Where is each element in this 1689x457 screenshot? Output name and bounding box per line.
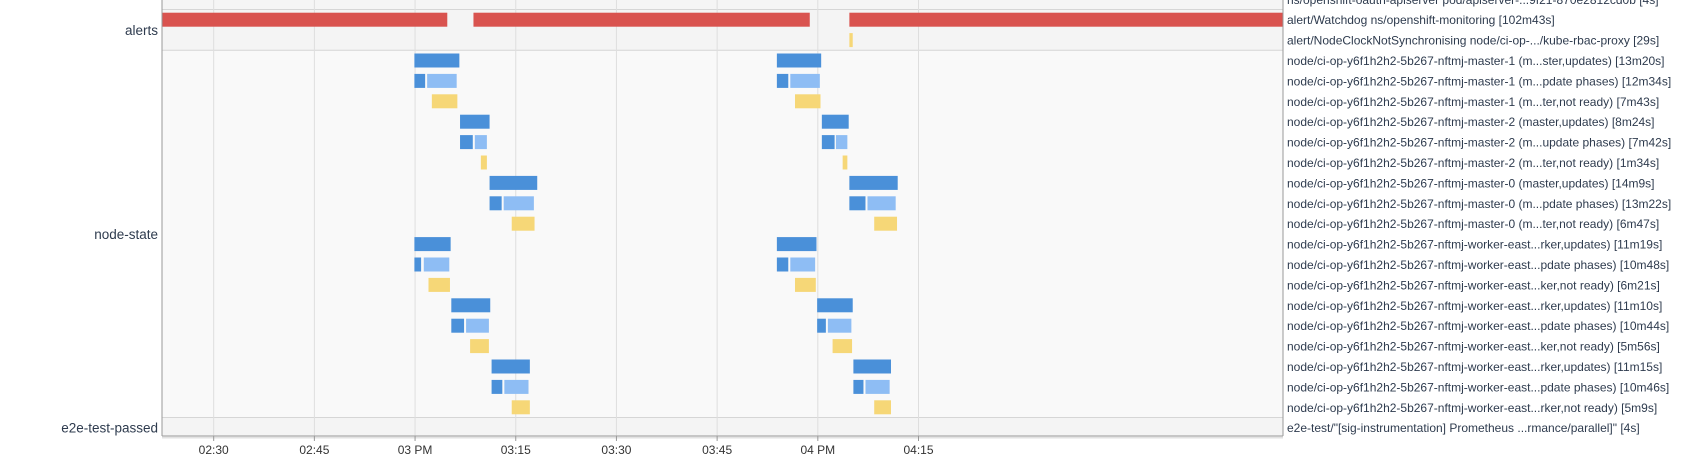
- bar-update[interactable]: [460, 114, 490, 129]
- bar-not-ready[interactable]: [511, 216, 535, 231]
- row-label: node/ci-op-y6f1h2h2-5b267-nftmj-worker-e…: [1287, 340, 1660, 354]
- row-label: node/ci-op-y6f1h2h2-5b267-nftmj-worker-e…: [1287, 238, 1662, 252]
- row-label: node/ci-op-y6f1h2h2-5b267-nftmj-worker-e…: [1287, 360, 1662, 374]
- row-labels: ns/openshift-oauth-apiserver pod/apiserv…: [1287, 0, 1671, 435]
- bar-not-ready[interactable]: [470, 339, 489, 354]
- bar-update[interactable]: [489, 175, 538, 190]
- group-background: [162, 417, 1283, 438]
- row-label: node/ci-op-y6f1h2h2-5b267-nftmj-worker-e…: [1287, 401, 1657, 415]
- row-label: node/ci-op-y6f1h2h2-5b267-nftmj-worker-e…: [1287, 319, 1669, 333]
- bar-update[interactable]: [853, 359, 891, 374]
- bar-phase-light[interactable]: [867, 196, 896, 211]
- bar-alert[interactable]: [162, 12, 448, 27]
- bar-phase-dark[interactable]: [451, 318, 465, 333]
- bar-update[interactable]: [451, 298, 491, 313]
- row-label: alert/Watchdog ns/openshift-monitoring […: [1287, 13, 1555, 27]
- bar-phase-light[interactable]: [503, 196, 534, 211]
- row-label: node/ci-op-y6f1h2h2-5b267-nftmj-master-2…: [1287, 115, 1655, 129]
- group-labels: alerts node-state e2e-test-passed: [61, 23, 158, 436]
- bar-phase-dark[interactable]: [489, 196, 502, 211]
- row-label: node/ci-op-y6f1h2h2-5b267-nftmj-master-1…: [1287, 95, 1659, 109]
- bar-not-ready[interactable]: [832, 339, 853, 354]
- group-label: node-state: [94, 227, 158, 242]
- row-label: node/ci-op-y6f1h2h2-5b267-nftmj-master-2…: [1287, 136, 1671, 150]
- row-label: node/ci-op-y6f1h2h2-5b267-nftmj-worker-e…: [1287, 258, 1669, 272]
- x-tick-label: 04:15: [903, 443, 933, 457]
- bars: [162, 12, 1283, 415]
- bar-phase-light[interactable]: [790, 257, 816, 272]
- bar-phase-light[interactable]: [466, 318, 489, 333]
- group-label: e2e-test-passed: [61, 421, 158, 436]
- bar-not-ready[interactable]: [842, 155, 848, 170]
- row-label: node/ci-op-y6f1h2h2-5b267-nftmj-worker-e…: [1287, 278, 1660, 292]
- bar-phase-dark[interactable]: [821, 135, 835, 150]
- bar-phase-dark[interactable]: [853, 379, 864, 394]
- bar-phase-light[interactable]: [835, 135, 848, 150]
- bar-phase-dark[interactable]: [414, 257, 422, 272]
- bar-phase-dark[interactable]: [849, 196, 866, 211]
- bar-phase-light[interactable]: [474, 135, 487, 150]
- row-label: node/ci-op-y6f1h2h2-5b267-nftmj-master-2…: [1287, 156, 1659, 170]
- x-tick-label: 02:30: [199, 443, 229, 457]
- x-tick-label: 02:45: [299, 443, 329, 457]
- x-tick-label: 03 PM: [398, 443, 433, 457]
- bar-update[interactable]: [849, 175, 898, 190]
- row-label: alert/NodeClockNotSynchronising node/ci-…: [1287, 34, 1659, 48]
- plot-frame: [161, 0, 1284, 436]
- bar-not-ready[interactable]: [874, 400, 891, 415]
- bar-phase-dark[interactable]: [491, 379, 503, 394]
- x-tick-label: 03:15: [501, 443, 531, 457]
- bar-alert[interactable]: [849, 12, 1283, 27]
- row-label: node/ci-op-y6f1h2h2-5b267-nftmj-master-1…: [1287, 74, 1671, 88]
- row-label: node/ci-op-y6f1h2h2-5b267-nftmj-worker-e…: [1287, 299, 1662, 313]
- row-backgrounds: [162, 0, 1283, 439]
- grid-lines: [213, 0, 920, 436]
- x-axis: 02:30 02:45 03 PM 03:15 03:30 03:45 04 PM 04:15: [162, 435, 1283, 457]
- bar-update[interactable]: [821, 114, 849, 129]
- bar-not-ready[interactable]: [874, 216, 898, 231]
- bar-not-ready[interactable]: [794, 277, 816, 292]
- row-label: node/ci-op-y6f1h2h2-5b267-nftmj-master-0…: [1287, 217, 1659, 231]
- bar-update[interactable]: [414, 53, 460, 68]
- bar-phase-light[interactable]: [865, 379, 890, 394]
- x-tick-label: 03:45: [702, 443, 732, 457]
- bar-alert-info[interactable]: [849, 33, 853, 48]
- bar-update[interactable]: [817, 298, 853, 313]
- bar-not-ready[interactable]: [431, 94, 458, 109]
- row-label: node/ci-op-y6f1h2h2-5b267-nftmj-master-1…: [1287, 54, 1665, 68]
- x-tick-label: 03:30: [601, 443, 631, 457]
- top-partial-row-label: ns/openshift-oauth-apiserver pod/apiserv…: [1287, 0, 1659, 7]
- bar-update[interactable]: [776, 53, 822, 68]
- row-label: node/ci-op-y6f1h2h2-5b267-nftmj-worker-e…: [1287, 380, 1669, 394]
- bar-update[interactable]: [776, 237, 817, 252]
- bar-phase-dark[interactable]: [776, 73, 789, 88]
- x-tick-label: 04 PM: [800, 443, 835, 457]
- bar-phase-dark[interactable]: [414, 73, 426, 88]
- bar-phase-dark[interactable]: [776, 257, 789, 272]
- bar-not-ready[interactable]: [794, 94, 821, 109]
- bar-phase-light[interactable]: [504, 379, 529, 394]
- bar-update[interactable]: [414, 237, 451, 252]
- row-label: node/ci-op-y6f1h2h2-5b267-nftmj-master-0…: [1287, 197, 1671, 211]
- bar-alert[interactable]: [473, 12, 810, 27]
- bar-phase-light[interactable]: [423, 257, 450, 272]
- top-partial-row: [162, 0, 1283, 10]
- bar-phase-dark[interactable]: [817, 318, 826, 333]
- bar-not-ready[interactable]: [480, 155, 487, 170]
- row-label: node/ci-op-y6f1h2h2-5b267-nftmj-master-0…: [1287, 176, 1655, 190]
- bar-phase-light[interactable]: [427, 73, 457, 88]
- bar-update[interactable]: [491, 359, 530, 374]
- group-background: [162, 50, 1283, 418]
- bar-phase-light[interactable]: [827, 318, 852, 333]
- bar-phase-light[interactable]: [790, 73, 820, 88]
- bar-not-ready[interactable]: [511, 400, 530, 415]
- row-label: e2e-test/"[sig-instrumentation] Promethe…: [1287, 421, 1640, 435]
- group-label: alerts: [125, 23, 158, 38]
- bar-not-ready[interactable]: [428, 277, 450, 292]
- bar-phase-dark[interactable]: [460, 135, 473, 150]
